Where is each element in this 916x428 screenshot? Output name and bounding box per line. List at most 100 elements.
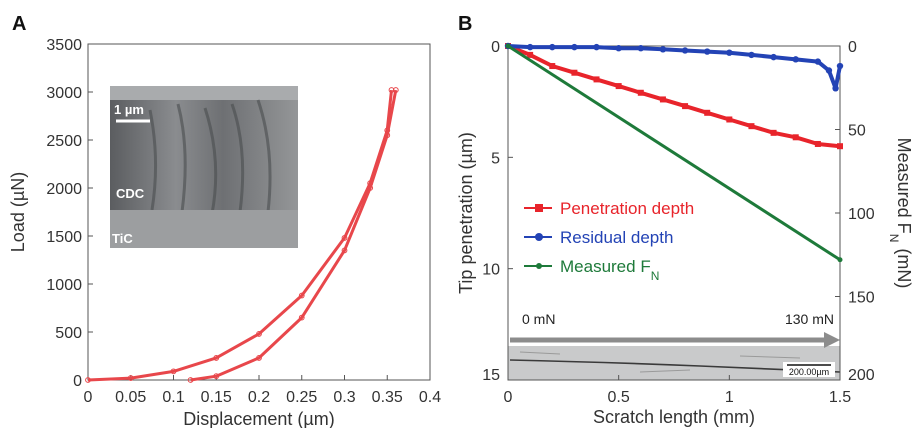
panel-b-right-y-ticks: 0 50 100 150 200 xyxy=(835,39,875,384)
panel-a-x-tick-label: 0.05 xyxy=(115,389,146,406)
right-y-label-unit: (mN) xyxy=(894,248,914,288)
panel-b-series-2-point xyxy=(505,43,511,49)
inset-tic-layer xyxy=(110,210,298,248)
panel-a-y-ticks: 0 500 1000 1500 2000 2500 3000 3500 xyxy=(46,37,93,390)
panel-a-y-tick-label: 3500 xyxy=(46,37,82,54)
panel-b-series-1-point xyxy=(704,48,711,55)
panel-b-y2-tick-label: 200 xyxy=(848,367,875,384)
panel-b-series-0-point xyxy=(837,143,843,150)
panel-a-series xyxy=(85,87,399,383)
panel-a-x-tick-label: 0 xyxy=(84,389,93,406)
panel-b-series-1-point xyxy=(637,45,644,52)
panel-b-series-1-point xyxy=(832,85,839,92)
panel-a-loading-point xyxy=(388,87,395,93)
panel-a-loading-point xyxy=(213,355,220,361)
panel-b-series-0-point xyxy=(704,109,711,116)
panel-b-x-ticks: 0 0.5 1 1.5 xyxy=(504,375,851,406)
panel-a-x-ticks: 0 0.05 0.1 0.15 0.2 0.25 0.3 0.35 0.4 xyxy=(84,375,441,406)
panel-a-y-tick-label: 0 xyxy=(73,373,82,390)
panel-b-y2-tick-label: 150 xyxy=(848,290,875,307)
panel-b-x-axis-label: Scratch length (mm) xyxy=(593,407,755,427)
panel-b-series-0-point xyxy=(615,83,622,90)
panel-a-loading-point xyxy=(298,292,305,299)
panel-a-unloading-point xyxy=(392,87,399,93)
legend-label-2: Measured FN xyxy=(560,257,659,283)
panel-a-inset: 1 µm CDC TiC xyxy=(110,86,298,248)
legend-marker-0 xyxy=(535,204,543,212)
panel-a-loading-point xyxy=(85,377,91,383)
panel-b-series-1-point xyxy=(726,49,733,56)
legend-label-0: Penetration depth xyxy=(560,199,694,218)
legend-marker-2 xyxy=(536,263,542,269)
panel-a-x-axis-label: Displacement (µm) xyxy=(183,409,334,428)
panel-a-y-tick-label: 500 xyxy=(55,325,82,342)
panel-b-series-0-point xyxy=(527,51,534,58)
panel-b-series-0-point xyxy=(637,89,644,96)
panel-a-x-tick-label: 0.2 xyxy=(248,389,270,406)
panel-a-loading-point xyxy=(256,331,262,337)
inset-scale-label: 1 µm xyxy=(114,102,144,117)
panel-b-x-tick-label: 1 xyxy=(725,389,734,406)
panel-b-series-1-point xyxy=(593,43,600,51)
panel-b-series-2-point xyxy=(837,257,843,263)
panel-b-y-tick-label: 5 xyxy=(491,150,500,167)
panel-b-series-0-line xyxy=(507,44,841,149)
panel-a-y-tick-label: 1500 xyxy=(46,229,82,246)
panel-b-y-tick-label: 0 xyxy=(491,39,500,56)
panel-a-unloading-point xyxy=(256,355,262,361)
micrograph-texture xyxy=(519,351,801,373)
panel-a-y-tick-label: 2000 xyxy=(46,181,82,198)
panel-a-y-tick-label: 2500 xyxy=(46,133,82,150)
panel-a-x-tick-label: 0.1 xyxy=(162,389,184,406)
panel-a-x-tick-label: 0.25 xyxy=(286,389,317,406)
panel-b-load-arrow: 0 mN 130 mN xyxy=(510,311,840,348)
panel-b-series-2-line xyxy=(507,44,841,262)
panel-a-loading-point xyxy=(170,368,177,375)
inset-grain-texture xyxy=(148,99,272,215)
legend-marker-1 xyxy=(535,233,543,241)
panel-b-series-0-point xyxy=(682,103,689,110)
panel-a-y-axis-label: Load (µN) xyxy=(8,172,28,252)
inset-tic-label: TiC xyxy=(112,231,133,246)
panel-b-series-1-point xyxy=(792,56,799,63)
panel-a-loading-point xyxy=(127,375,134,381)
panel-b-left-y-ticks: 0 5 10 15 xyxy=(482,39,513,384)
panel-b-series-0-point xyxy=(593,76,600,83)
panel-a-unloading-point xyxy=(367,185,374,191)
panel-b-right-y-axis-label: Measured FN (mN) xyxy=(887,138,914,289)
panel-a-label: A xyxy=(12,13,26,35)
panel-b-y2-tick-label: 0 xyxy=(848,39,857,56)
panel-b-x-tick-label: 1.5 xyxy=(829,389,851,406)
panel-a-x-tick-label: 0.15 xyxy=(201,389,232,406)
panel-b-series xyxy=(504,42,844,263)
panel-b-series-1-point xyxy=(836,62,844,70)
inset-cdc-label: CDC xyxy=(116,186,145,201)
panel-a-unloading-point xyxy=(298,314,305,321)
panel-a-unloading-point xyxy=(187,377,194,383)
panel-a-unloading-point xyxy=(384,132,391,139)
panel-b-y2-tick-label: 50 xyxy=(848,123,866,140)
micrograph-scale-label: 200.00µm xyxy=(789,367,829,377)
panel-b-series-1-point xyxy=(748,51,755,59)
panel-b-y-tick-label: 15 xyxy=(482,367,500,384)
panel-b-series-1-point xyxy=(526,43,534,51)
panel-b-series-0-point xyxy=(814,140,821,147)
panel-b-series-1-point xyxy=(615,45,622,52)
panel-b-scratch-micrograph: 200.00µm xyxy=(508,346,841,380)
panel-b-series-0-point xyxy=(549,63,556,70)
panel-a-x-tick-label: 0.3 xyxy=(333,389,355,406)
panel-b-left-y-axis-label: Tip penetration (µm) xyxy=(456,132,476,294)
panel-b-series-1-point xyxy=(825,67,833,74)
panel-b-series-1-point xyxy=(814,58,822,65)
panel-b-x-tick-label: 0.5 xyxy=(608,389,630,406)
right-y-label-subscript: N xyxy=(887,234,901,243)
panel-b-series-1-point xyxy=(549,43,556,51)
panel-a-x-tick-label: 0.4 xyxy=(419,389,441,406)
panel-a-unloading-curve xyxy=(190,89,398,382)
panel-b-series-0-point xyxy=(792,134,799,141)
panel-b-legend: Penetration depth Residual depth Measured … xyxy=(524,199,694,283)
legend-label-1: Residual depth xyxy=(560,228,673,247)
panel-b-series-0-point xyxy=(659,96,666,103)
